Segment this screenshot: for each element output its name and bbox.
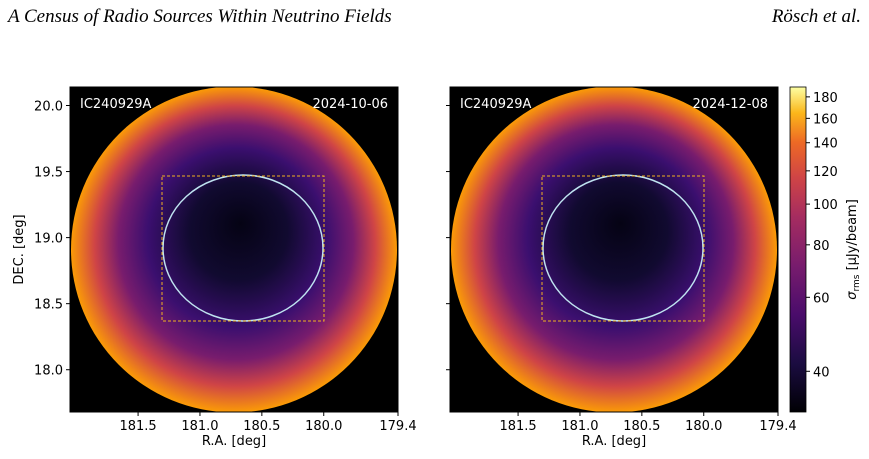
running-title: A Census of Radio Sources Within Neutrin…: [6, 6, 392, 27]
source-label: IC240929A: [80, 97, 152, 112]
date-label: 2024-12-08: [692, 97, 768, 112]
y-axis-label: DEC. [deg]: [12, 214, 27, 284]
colorbar-label: σrms [μJy/beam]: [845, 199, 862, 300]
colorbar-unit: [μJy/beam]: [845, 199, 860, 274]
x-tick-label: 180.0: [305, 419, 342, 434]
colorbar-tick-label: 160: [813, 112, 838, 127]
field-box: [161, 175, 325, 322]
x-tick-label: 179.4: [379, 419, 416, 434]
colorbar-tick-label: 100: [813, 198, 838, 213]
y-tick-label: 20.0: [34, 99, 63, 114]
colorbar-tick-label: 180: [813, 91, 838, 106]
x-tick-label: 180.5: [623, 419, 660, 434]
colorbar-tick-label: 60: [813, 291, 830, 306]
running-authors: Rösch et al.: [771, 6, 861, 27]
x-axis-label: R.A. [deg]: [202, 434, 266, 449]
plot-frame: [449, 86, 779, 413]
x-tick-label: 179.4: [759, 419, 796, 434]
y-tick-label: 19.5: [34, 166, 63, 181]
colorbar-tick-label: 80: [813, 239, 830, 254]
field-box: [541, 175, 705, 322]
y-tick-label: 19.0: [34, 232, 63, 247]
y-tick-label: 18.5: [34, 298, 63, 313]
colorbar-tick-label: 140: [813, 137, 838, 152]
y-tick-label: 18.0: [34, 364, 63, 379]
colorbar-tick-label: 40: [813, 365, 830, 380]
x-tick-label: 181.5: [499, 419, 536, 434]
x-tick-label: 181.0: [561, 419, 598, 434]
source-label: IC240929A: [460, 97, 532, 112]
x-tick-label: 180.0: [685, 419, 722, 434]
colorbar-symbol: σ: [845, 291, 860, 300]
colorbar: [789, 86, 807, 413]
colorbar-tick-label: 120: [813, 165, 838, 180]
x-tick-label: 180.5: [243, 419, 280, 434]
x-axis-label: R.A. [deg]: [582, 434, 646, 449]
plot-frame: [69, 86, 399, 413]
x-tick-label: 181.5: [119, 419, 156, 434]
noise-map: [71, 86, 397, 413]
noise-map: [451, 86, 777, 413]
colorbar-subscript: rms: [852, 274, 862, 291]
x-tick-label: 181.0: [181, 419, 218, 434]
date-label: 2024-10-06: [312, 97, 388, 112]
